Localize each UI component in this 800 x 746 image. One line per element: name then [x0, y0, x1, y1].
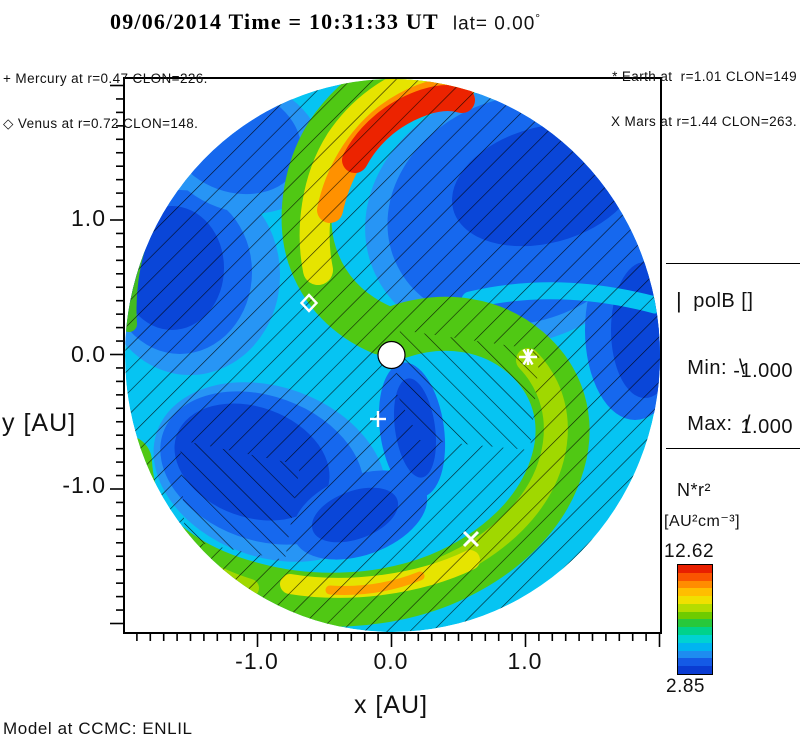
- mercury-legend: + Mercury at r=0.47 CLON=226.: [3, 71, 208, 86]
- y-axis-label: y [AU]: [2, 409, 77, 437]
- x-tick-0: 0.0: [373, 648, 409, 674]
- sun-marker: [377, 340, 406, 370]
- earth-legend: * Earth at r=1.01 CLON=149: [612, 69, 797, 84]
- hatch-positive-polarity-1: [395, 330, 540, 450]
- y-tick-0: 0.0: [71, 341, 106, 367]
- colorbar-gradient: [677, 564, 713, 675]
- polb-bar-glyph: |: [676, 288, 683, 313]
- polb-rule-top: [666, 263, 800, 264]
- planet-legend-left: + Mercury at r=0.47 CLON=226. ◇ Venus at…: [3, 41, 208, 161]
- polb-title: polB []: [693, 289, 754, 312]
- positive-polarity-glyph: /: [744, 412, 751, 435]
- x-tick-neg1: -1.0: [235, 648, 279, 674]
- colorbar-max: 12.62: [664, 541, 715, 562]
- title-latitude: lat= 0.00°: [452, 10, 542, 34]
- planet-markers: [299, 293, 537, 548]
- plot-title: 09/06/2014 Time = 10:31:33 UT lat= 0.00°: [110, 9, 541, 35]
- planet-legend-right: * Earth at r=1.01 CLON=149 X Mars at r=1…: [611, 39, 797, 159]
- y-tick-1: 1.0: [71, 205, 106, 231]
- x-axis-label: x [AU]: [353, 691, 429, 719]
- polb-max-value: 1.000: [740, 416, 793, 438]
- mars-legend: X Mars at r=1.44 CLON=263.: [611, 114, 797, 129]
- degree-symbol: °: [535, 10, 542, 25]
- hatch-positive-polarity-2: [180, 440, 300, 560]
- earth-marker: [519, 348, 537, 366]
- polb-min-value: -1.000: [733, 360, 793, 382]
- y-tick-neg1: -1.0: [62, 472, 106, 498]
- negative-polarity-glyph: \: [739, 356, 746, 379]
- polb-rule-bottom: [666, 448, 800, 449]
- polb-min-row: Min: \: [687, 356, 746, 379]
- model-label: Model at CCMC: ENLIL: [3, 719, 193, 738]
- polb-title-row: | polB []: [676, 288, 753, 314]
- colorbar-quantity: N*r²: [677, 480, 711, 500]
- x-tick-1: 1.0: [507, 648, 543, 674]
- venus-legend: ◇ Venus at r=0.72 CLON=148.: [3, 116, 199, 131]
- colorbar-unit: [AU²cm⁻³]: [664, 513, 741, 530]
- axis-ticks: [110, 84, 661, 647]
- mars-marker: [462, 530, 480, 548]
- mercury-marker: [370, 411, 386, 427]
- title-datetime: 09/06/2014 Time = 10:31:33 UT: [110, 9, 439, 34]
- plot-frame: [123, 77, 662, 634]
- polb-max-row: Max: /: [687, 412, 751, 435]
- venus-marker: [299, 293, 319, 313]
- colorbar-min: 2.85: [666, 676, 705, 697]
